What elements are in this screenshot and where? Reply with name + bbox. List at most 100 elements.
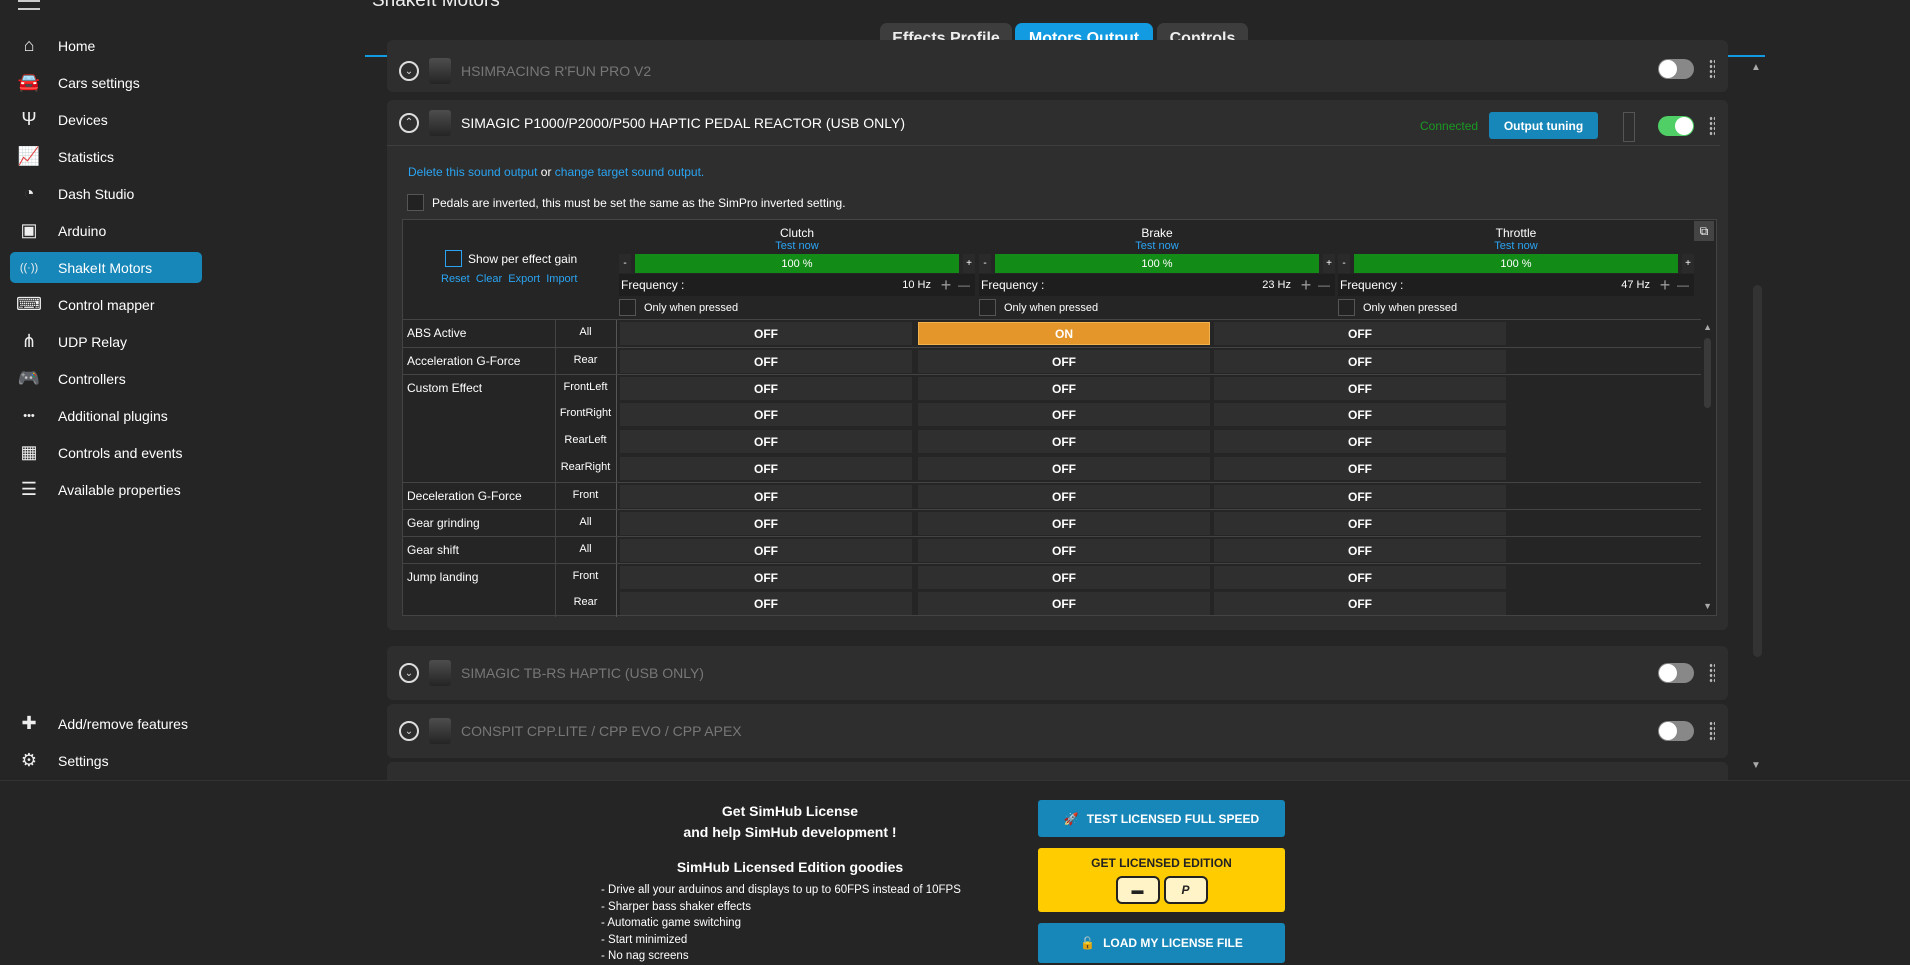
gain-bar[interactable]: -100 % + — [979, 254, 1335, 273]
effect-toggle-throttle[interactable]: OFF — [1214, 485, 1506, 508]
table-scroll-down-icon[interactable]: ▼ — [1703, 601, 1712, 611]
clear-link[interactable]: Clear — [475, 273, 503, 285]
table-scroll-up-icon[interactable]: ▲ — [1703, 322, 1712, 332]
drag-handle-icon[interactable] — [1709, 116, 1715, 136]
effect-toggle-brake[interactable]: OFF — [918, 430, 1210, 453]
effect-toggle-brake[interactable]: OFF — [918, 592, 1210, 615]
enable-toggle[interactable] — [1658, 116, 1694, 136]
effect-toggle-brake[interactable]: OFF — [918, 512, 1210, 535]
frequency-decrease-icon[interactable]: — — [958, 278, 970, 292]
effect-toggle-clutch[interactable]: OFF — [620, 539, 912, 562]
effect-toggle-throttle[interactable]: OFF — [1214, 592, 1506, 615]
gain-increase-button[interactable]: + — [1682, 254, 1694, 273]
effect-toggle-brake[interactable]: OFF — [918, 566, 1210, 589]
sidebar-item-arduino[interactable]: ▣ Arduino — [10, 215, 202, 246]
frequency-decrease-icon[interactable]: — — [1318, 278, 1330, 292]
expand-chevron-icon[interactable]: ⌄ — [399, 721, 419, 741]
effect-toggle-brake[interactable]: OFF — [918, 457, 1210, 480]
frequency-decrease-icon[interactable]: — — [1677, 278, 1689, 292]
effect-toggle-clutch[interactable]: OFF — [620, 403, 912, 426]
gain-increase-button[interactable]: + — [1323, 254, 1335, 273]
change-sound-output-link[interactable]: change target sound output. — [554, 165, 705, 179]
effect-toggle-clutch[interactable]: OFF — [620, 566, 912, 589]
test-now-link[interactable]: Test now — [1135, 240, 1179, 252]
pedals-inverted-checkbox[interactable] — [407, 194, 424, 211]
enable-toggle[interactable] — [1658, 663, 1694, 683]
effect-toggle-throttle[interactable]: OFF — [1214, 512, 1506, 535]
only-when-pressed-checkbox[interactable] — [979, 299, 996, 316]
effect-toggle-brake[interactable]: OFF — [918, 350, 1210, 373]
sidebar-item-additional-plugins[interactable]: ••• Additional plugins — [10, 400, 202, 431]
test-now-link[interactable]: Test now — [775, 240, 819, 252]
sidebar-item-cars-settings[interactable]: 🚘 Cars settings — [10, 67, 202, 98]
table-scrollbar[interactable] — [1704, 338, 1711, 408]
scroll-down-icon[interactable]: ▼ — [1751, 760, 1761, 771]
gain-increase-button[interactable]: + — [963, 254, 975, 273]
test-licensed-button[interactable]: 🚀 TEST LICENSED FULL SPEED — [1038, 800, 1285, 837]
frequency-increase-icon[interactable]: + — [1659, 274, 1671, 295]
drag-handle-icon[interactable] — [1709, 663, 1715, 683]
effect-toggle-clutch[interactable]: OFF — [620, 485, 912, 508]
gain-decrease-button[interactable]: - — [619, 254, 631, 273]
effect-toggle-brake[interactable]: OFF — [918, 377, 1210, 400]
hamburger-menu-icon[interactable] — [18, 0, 40, 10]
effect-toggle-throttle[interactable]: OFF — [1214, 322, 1506, 345]
sidebar-item-controllers[interactable]: 🎮 Controllers — [10, 363, 202, 394]
gain-decrease-button[interactable]: - — [1338, 254, 1350, 273]
sidebar-item-dash-studio[interactable]: ◔ Dash Studio — [10, 178, 202, 209]
gain-bar[interactable]: -100 % + — [1338, 254, 1694, 273]
export-link[interactable]: Export — [508, 273, 541, 285]
reset-link[interactable]: Reset — [441, 273, 470, 285]
effect-toggle-throttle[interactable]: OFF — [1214, 403, 1506, 426]
effect-toggle-throttle[interactable]: OFF — [1214, 377, 1506, 400]
gain-bar[interactable]: -100 % + — [619, 254, 975, 273]
expand-chevron-icon[interactable]: ⌄ — [399, 61, 419, 81]
collapse-chevron-icon[interactable]: ⌃ — [399, 112, 419, 133]
effect-toggle-brake[interactable]: OFF — [918, 485, 1210, 508]
paypal-icon[interactable]: P — [1163, 876, 1208, 904]
load-license-button[interactable]: 🔓 LOAD MY LICENSE FILE — [1038, 923, 1285, 963]
frequency-increase-icon[interactable]: + — [1300, 274, 1312, 295]
sidebar-item-home[interactable]: ⌂ Home — [10, 30, 202, 61]
only-when-pressed-checkbox[interactable] — [619, 299, 636, 316]
sidebar-item-statistics[interactable]: 📈 Statistics — [10, 141, 202, 172]
enable-toggle[interactable] — [1658, 721, 1694, 741]
effect-toggle-clutch[interactable]: OFF — [620, 377, 912, 400]
credit-card-icon[interactable]: ▬ — [1115, 876, 1160, 904]
sidebar-item-settings[interactable]: ⚙ Settings — [10, 745, 202, 776]
effect-toggle-clutch[interactable]: OFF — [620, 592, 912, 615]
drag-handle-icon[interactable] — [1709, 59, 1715, 79]
sidebar-item-shakeit-motors[interactable]: ((·)) ShakeIt Motors — [10, 252, 202, 283]
effect-toggle-throttle[interactable]: OFF — [1214, 350, 1506, 373]
effect-toggle-throttle[interactable]: OFF — [1214, 539, 1506, 562]
effect-toggle-clutch[interactable]: OFF — [620, 457, 912, 480]
frequency-increase-icon[interactable]: + — [940, 274, 952, 295]
sidebar-item-available-properties[interactable]: ☰ Available properties — [10, 474, 202, 505]
expand-chevron-icon[interactable]: ⌄ — [399, 663, 419, 683]
main-scrollbar[interactable] — [1753, 285, 1762, 657]
show-per-effect-gain-checkbox[interactable] — [445, 250, 462, 267]
effect-toggle-brake[interactable]: OFF — [918, 539, 1210, 562]
sidebar-item-udp-relay[interactable]: ⋔ UDP Relay — [10, 326, 202, 357]
only-when-pressed-checkbox[interactable] — [1338, 299, 1355, 316]
delete-sound-output-link[interactable]: Delete this sound output — [408, 165, 538, 179]
import-link[interactable]: Import — [546, 273, 578, 285]
effect-toggle-throttle[interactable]: OFF — [1214, 566, 1506, 589]
gain-decrease-button[interactable]: - — [979, 254, 991, 273]
sidebar-item-control-mapper[interactable]: ⌨ Control mapper — [10, 289, 202, 320]
effect-toggle-clutch[interactable]: OFF — [620, 350, 912, 373]
effect-toggle-clutch[interactable]: OFF — [620, 430, 912, 453]
enable-toggle[interactable] — [1658, 59, 1694, 79]
sidebar-item-devices[interactable]: Ψ Devices — [10, 104, 202, 135]
output-tuning-button[interactable]: Output tuning — [1489, 112, 1598, 139]
effect-toggle-brake[interactable]: ON — [918, 322, 1210, 345]
effect-toggle-clutch[interactable]: OFF — [620, 322, 912, 345]
effect-toggle-brake[interactable]: OFF — [918, 403, 1210, 426]
scroll-up-icon[interactable]: ▲ — [1751, 62, 1761, 73]
sidebar-item-controls-and-events[interactable]: ▦ Controls and events — [10, 437, 202, 468]
get-licensed-button[interactable]: GET LICENSED EDITION ▬ P — [1038, 848, 1285, 912]
effect-toggle-clutch[interactable]: OFF — [620, 512, 912, 535]
effect-toggle-throttle[interactable]: OFF — [1214, 430, 1506, 453]
sidebar-item-add-remove-features[interactable]: ✚ Add/remove features — [10, 708, 202, 739]
test-now-link[interactable]: Test now — [1494, 240, 1538, 252]
